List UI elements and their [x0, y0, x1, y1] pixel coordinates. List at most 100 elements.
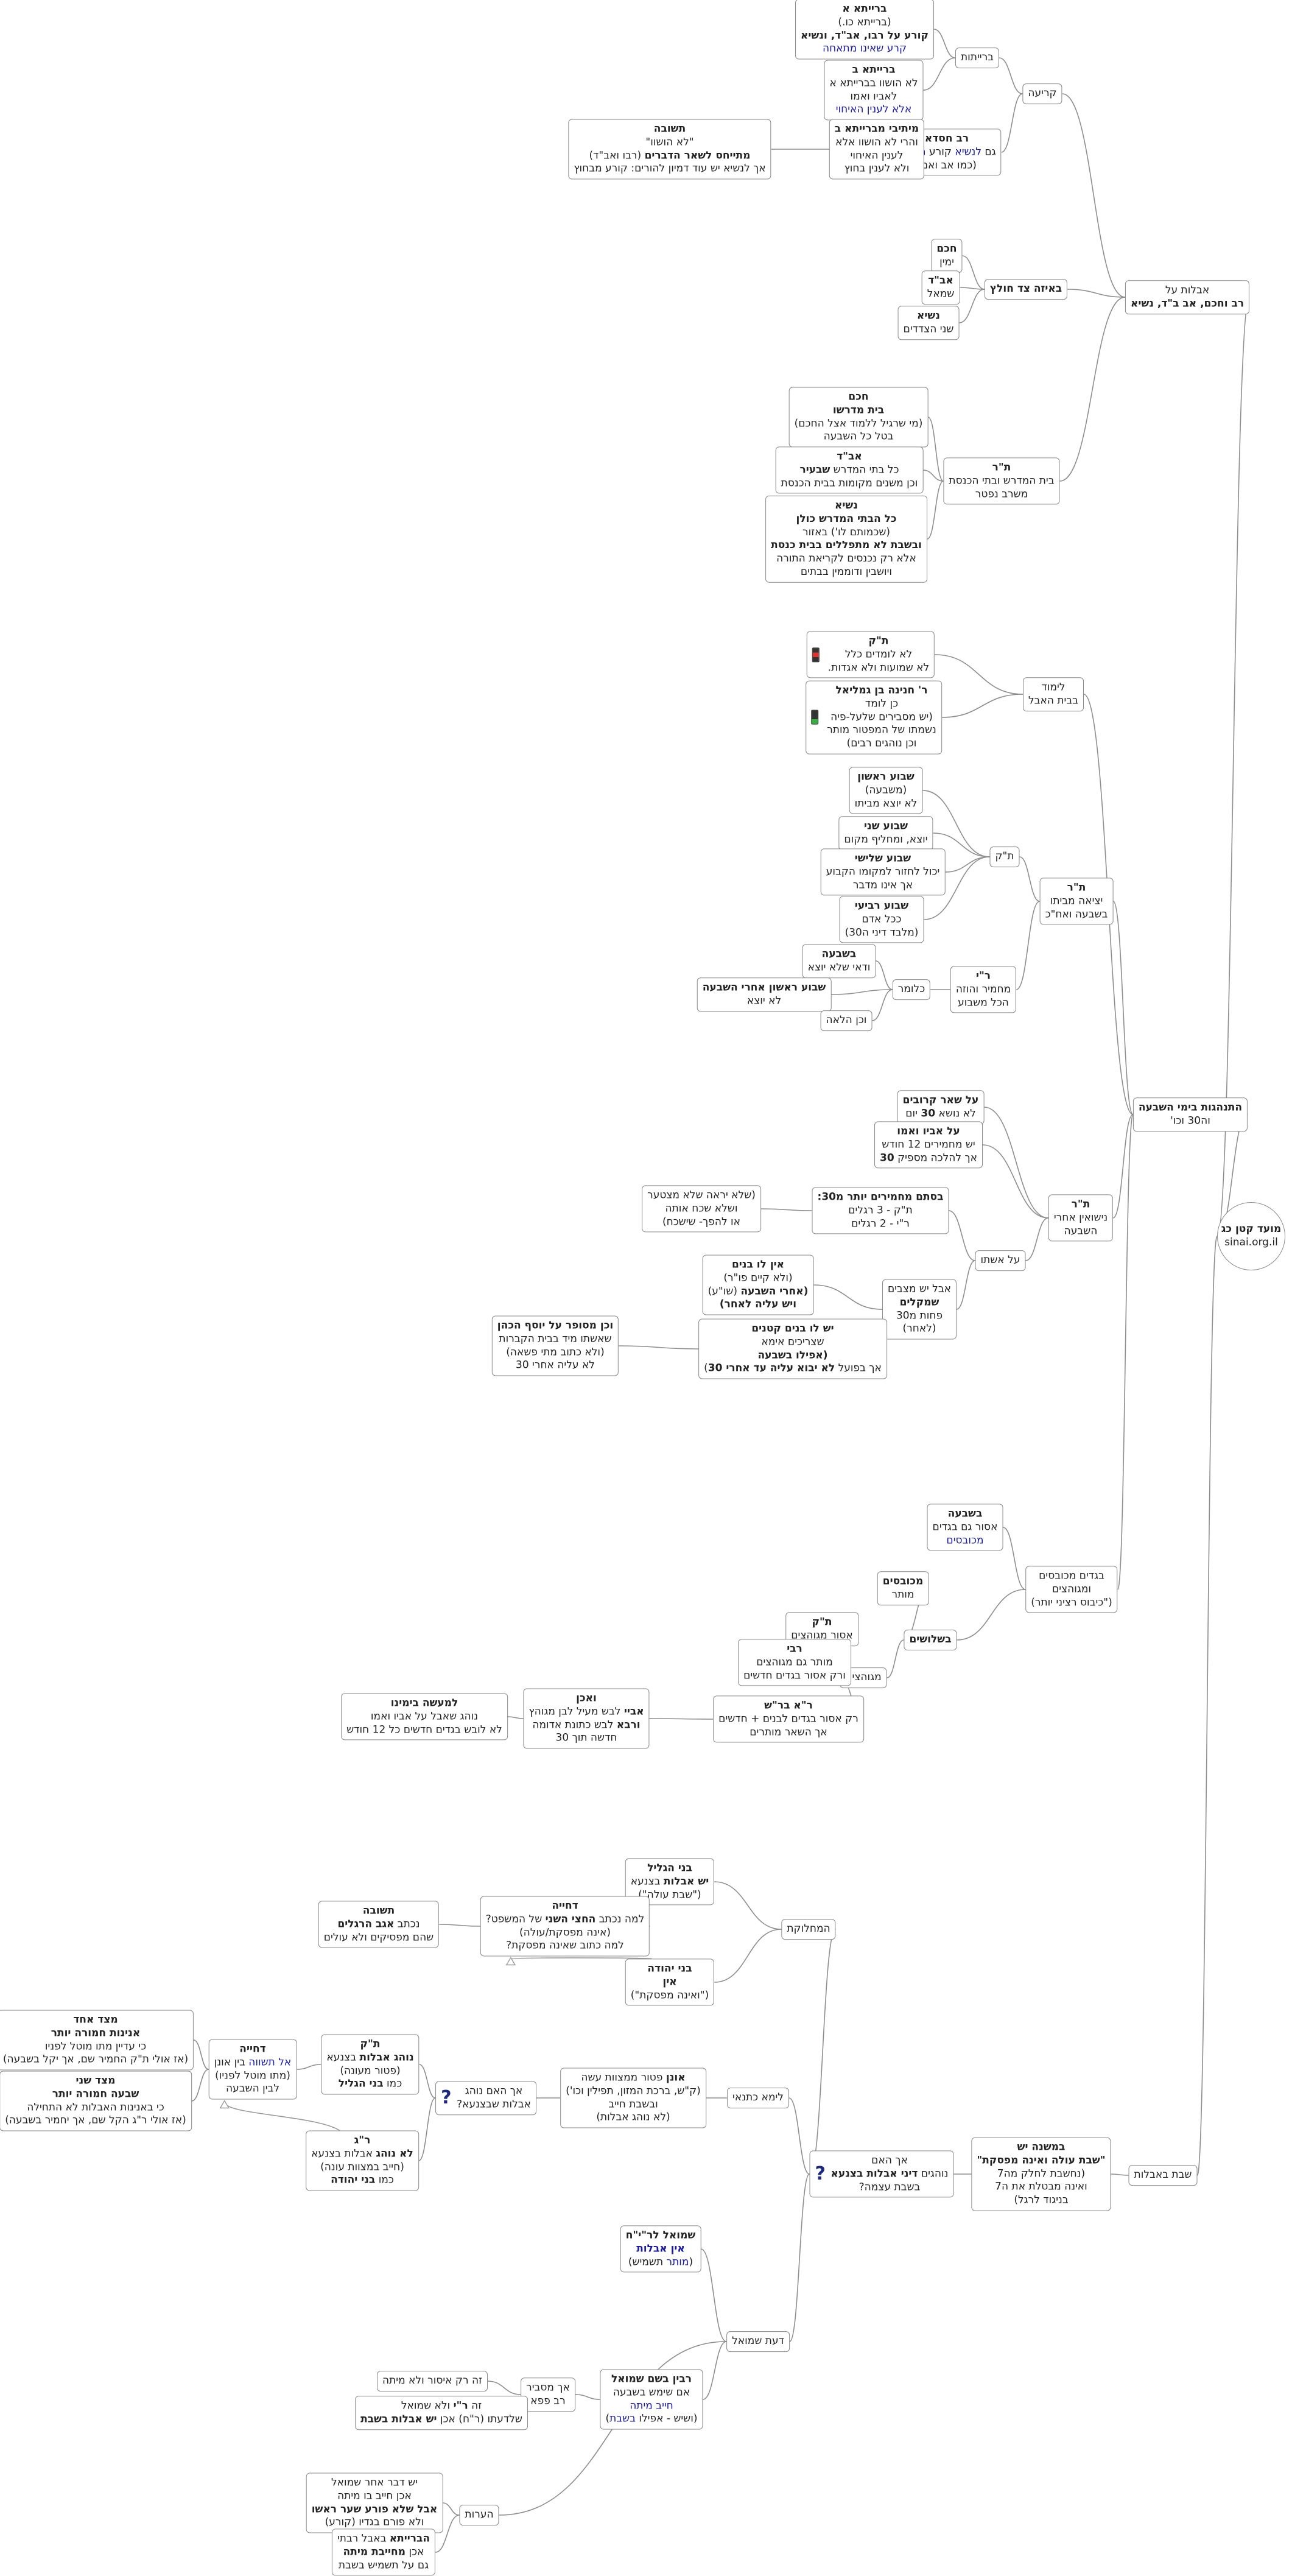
- mindmap-node-meytivey[interactable]: מיתיבי מברייתא ב והרי לא הושוו אלא לענין ה…: [829, 119, 925, 180]
- mindmap-node-tr1[interactable]: ת"ר בית המדרש ובתי הכנסת משרב נפטר: [943, 457, 1060, 505]
- node-line: בשלושים: [909, 1633, 951, 1647]
- node-line: לימא כתנאי: [732, 2091, 784, 2105]
- node-text: תשמיש): [628, 2255, 667, 2268]
- mindmap-node-braytot[interactable]: ברייתות: [955, 48, 1000, 68]
- node-text: בית מדרשו: [832, 404, 885, 417]
- node-text: לא נושא: [935, 1107, 976, 1119]
- mindmap-node-onen[interactable]: אונן פטור ממצוות עשה (ק"ש, ברכת המזון, תפ…: [560, 2067, 706, 2128]
- mindmap-node-haarot[interactable]: הערות: [459, 2505, 499, 2525]
- mindmap-node-alshear[interactable]: על שאר קרובים לא נושא 30 יום: [897, 1090, 985, 1124]
- mindmap-node-tr2[interactable]: ת"ר יציאה מביתו בשבעה ואח"כ: [1039, 878, 1114, 925]
- mindmap-node-rabr[interactable]: ר"א בר"ש רק אסור בגדים לבנים + חדשים אך הש…: [713, 1695, 864, 1743]
- mindmap-node-lima[interactable]: לימא כתנאי: [727, 2088, 789, 2108]
- node-line: בית מדרשו: [795, 404, 923, 417]
- mindmap-node-vechen2[interactable]: וכן מסופר על יוסף הכהן שאשתו מיד בבית הקב…: [491, 1315, 619, 1376]
- mindmap-node-aval[interactable]: אבל יש מצבים שמקלים פחות מ30 (לאחר): [882, 1279, 957, 1340]
- node-text: רק אסור בגדים לבנים + חדשים: [718, 1712, 858, 1725]
- mindmap-node-akhaim[interactable]: אך האם נוהגים דיני אבלות בצנעא בשבת עצמה??: [809, 2150, 954, 2198]
- mindmap-node-avbd2[interactable]: אב"ד כל בתי המדרש שבעיר וכן משנים מקומות ב…: [775, 446, 924, 494]
- mindmap-node-tk2[interactable]: ת"ק: [989, 846, 1020, 867]
- mindmap-node-shavua4[interactable]: שבוע רביעי ככל אדם (מלבד דיני ה30): [839, 896, 924, 943]
- mindmap-node-ry[interactable]: ר"י מחמיר והוזה הכל משבוע: [950, 966, 1017, 1013]
- mindmap-node-mechubasim[interactable]: מכובסים מותר: [877, 1571, 929, 1605]
- mindmap-node-ravin[interactable]: רבין בשם שמואל אם שימש בשבעה חייב מיתה (ושי…: [600, 2369, 703, 2430]
- mindmap-node-bashivaa2[interactable]: בשבעה אסור גם בגדים מכובסים: [927, 1504, 1003, 1551]
- node-text: אך בפועל: [835, 1362, 882, 1374]
- mindmap-node-shavua3[interactable]: שבוע שלישי יכול לחזור למקומו הקבוע אך אינו…: [820, 848, 946, 896]
- node-line: מכובסים: [883, 1575, 924, 1588]
- mindmap-node-einlo[interactable]: אין לו בנים (ולא קיים פו"ר) (אחרי השבעה (ש…: [702, 1255, 814, 1315]
- mindmap-node-tr3[interactable]: ת"ר נישואין אחרי השבעה: [1048, 1194, 1114, 1242]
- mindmap-node-dachya[interactable]: דחייה למה נכתב החצי השני של המשפט? (אינה מ…: [480, 1896, 650, 1957]
- mindmap-node-shabbat[interactable]: שבת באבלות: [1128, 2165, 1198, 2186]
- mindmap-node-rcha[interactable]: ר' חנינה בן גמליאל כן לומד (יש מסבירים שלע…: [806, 680, 942, 755]
- mindmap-node-teshuva2[interactable]: תשובה נכתב אגב הרגלים שהם מפסיקים ולא עולי…: [318, 1901, 440, 1948]
- mindmap-node-tk4[interactable]: ת"ק נוהג אבלות בצנעא (פטור מעונה) כמו בני ה…: [321, 2034, 420, 2095]
- mindmap-node-nasi1[interactable]: נשיא שני הצדדים: [897, 306, 960, 340]
- node-line: נכתב אגב הרגלים: [324, 1918, 434, 1931]
- node-text: אך להלכה מספיק: [894, 1151, 977, 1164]
- mindmap-node-alaviv[interactable]: על אביו ואמו יש מחמירים 12 חודש אך להלכה מ…: [874, 1121, 983, 1169]
- mindmap-node-shelo[interactable]: (שלא יראה שלא מצטער ושלא שכח אותה או להפך-…: [642, 1185, 761, 1233]
- mindmap-node-basoteh[interactable]: בסתם מחמירים יותר מ30: ת"ק - 3 רגלים ר"י -…: [812, 1187, 949, 1234]
- mindmap-node-akhaim2[interactable]: אך האם נוהג אבלות שבצנעא??: [435, 2081, 536, 2115]
- node-line: אבלות על: [1131, 284, 1244, 297]
- mindmap-node-bashloshim[interactable]: בשלושים: [904, 1630, 957, 1650]
- node-line: (מי שרגיל ללמוד אצל החכם): [795, 417, 923, 431]
- mindmap-node-avbd[interactable]: אב"ד שמאל: [921, 270, 960, 304]
- mindmap-node-vaachen[interactable]: ואכן אביי לבש מעיל לבן מגוהץ ורבא לבש כתונ…: [523, 1688, 650, 1749]
- mindmap-node-alishto[interactable]: על אשתו: [975, 1250, 1026, 1271]
- mindmap-node-tk-limud[interactable]: ת"ק לא לומדים כלל לא שמועות ולא אגדות.: [806, 631, 935, 678]
- mindmap-node-rabbi[interactable]: רבי מותר גם מגוהצים ורק אסור בגדים חדשים: [738, 1639, 851, 1686]
- mindmap-node-chacham2[interactable]: חכם בית מדרשו (מי שרגיל ללמוד אצל החכם) בטל…: [788, 387, 929, 448]
- node-text: אין: [662, 1976, 677, 1988]
- mindmap-node-shmuel[interactable]: שמואל לר"י"ח אין אבלות (מותר תשמיש): [620, 2225, 701, 2273]
- node-text: ת"ר: [992, 461, 1011, 474]
- node-line: ואינה מבטלת את ה7: [977, 2181, 1105, 2194]
- mindmap-node-nasi2[interactable]: נשיא כל הבתי המדרש כולן (שכמותם לו') באזור…: [765, 495, 927, 583]
- node-line: (כמו אב ואם): [897, 159, 995, 172]
- mindmap-node-machloket[interactable]: המחלוקת: [781, 1919, 836, 1940]
- mindmap-node-braytaA[interactable]: ברייתא א (ברייתא כו.) קורע על רבו, אב"ד, ו…: [795, 0, 934, 60]
- mindmap-node-teshuva1[interactable]: תשובה "לא הושוו" מתייחס לשאר הדברים (רבו ו…: [568, 119, 771, 180]
- mindmap-node-mitzad1[interactable]: מצד אחד אנינות חמורה יותר כי עדיין מתו מוט…: [0, 2010, 194, 2071]
- mindmap-node-lemaase[interactable]: למעשה בימינו נוהג שאבל על אביו ואמו לא לוב…: [341, 1693, 508, 1740]
- mindmap-node-bneyyehuda[interactable]: בני יהודה אין ("ואינה מפסקת"): [625, 1958, 715, 2006]
- mindmap-node-bashivaa[interactable]: בשבעה ודאי שלא יוצא: [802, 944, 876, 978]
- mindmap-node-hanhagot[interactable]: התנהגות בימי השבעה וה30 וכו': [1132, 1097, 1248, 1131]
- mindmap-node-chacham[interactable]: חכם ימין: [931, 239, 963, 273]
- mindmap-node-ze2[interactable]: זה ר"י ולא שמואל שלדעתו (ר"ח) אכן יש אבלו…: [355, 2396, 528, 2430]
- mindmap-node-shavua1[interactable]: שבוע ראשון (משבעה) לא יוצא מביתו: [849, 767, 923, 814]
- mindmap-node-kriah[interactable]: קריעה: [1022, 83, 1062, 104]
- connector-line: [1003, 1527, 1026, 1590]
- node-line: למה נכתב החצי השני של המשפט?: [486, 1913, 644, 1926]
- node-line: (יש מסבירים שלעל-פיה: [827, 711, 936, 724]
- mindmap-node-akhmesaber[interactable]: אך מסביר רב פפא: [521, 2377, 575, 2412]
- mindmap-node-bgadim[interactable]: בגדים מכובסים ומגוהצים ("כיבוס רציני יותר): [1025, 1566, 1118, 1613]
- mindmap-node-avelut[interactable]: אבלות על רב וחכם, אב ב"ד, נשיא: [1125, 280, 1250, 314]
- mindmap-node-bneygalil[interactable]: בני הגליל יש אבלות בצנעא ("שבת עולה"): [625, 1858, 715, 1906]
- mindmap-node-ze1[interactable]: זה רק איסור ולא מיתה: [377, 2371, 488, 2391]
- mindmap-node-yeshlo[interactable]: יש לו בנים קטנים שצריכים אימא (אפילו בשבעה…: [698, 1318, 887, 1379]
- mindmap-node-limud[interactable]: לימוד בבית האבל: [1023, 677, 1084, 711]
- mindmap-node-root[interactable]: מועד קטן כג sinai.org.il: [1217, 1202, 1285, 1270]
- mindmap-node-yesh[interactable]: יש דבר אחר שמואל אכן חייב בו מיתה אבל שלא …: [306, 2472, 443, 2533]
- node-text: אל תשווה: [248, 2056, 292, 2069]
- mindmap-node-bemishna[interactable]: במשנה יש "שבת עולה ואינה מפסקת" (נחשבת לחל…: [971, 2137, 1111, 2211]
- mindmap-node-daat[interactable]: דעת שמואל: [726, 2331, 790, 2352]
- node-line: אנינות חמורה יותר: [3, 2027, 188, 2040]
- mindmap-node-braytaB[interactable]: ברייתא ב לא הושוו בברייתא א לאביו ואמו אלא …: [824, 60, 924, 121]
- node-line: sinai.org.il: [1224, 1236, 1278, 1250]
- node-text: כמו: [375, 2173, 394, 2186]
- mindmap-node-klomar[interactable]: כלומר: [892, 979, 931, 1000]
- mindmap-node-mitzad2[interactable]: מצד שני שבעה חמורה יותר כי באנינות האבלות …: [0, 2071, 192, 2131]
- mindmap-node-vechen[interactable]: וכן הלאה: [820, 1010, 872, 1031]
- mindmap-node-shavuarishon[interactable]: שבוע ראשון אחרי השבעה לא יוצא: [697, 977, 832, 1012]
- mindmap-node-rg[interactable]: ר"ג לא נוהג אבלות בצנעא (חייב במצוות עונה)…: [306, 2130, 419, 2191]
- mindmap-node-dachya2[interactable]: דחייה אל תשווה בין אונן (מתו מוטל לפניו) לב…: [208, 2039, 297, 2100]
- node-text: בטל כל השבעה: [823, 430, 894, 443]
- mindmap-node-habraita[interactable]: הברייתא באבל רבתי אכן מחייבת מיתה גם על תש…: [331, 2528, 436, 2576]
- mindmap-node-beeze[interactable]: באיזה צד חולץ: [984, 279, 1068, 300]
- mindmap-node-shavua2[interactable]: שבוע שני יוצא, ומחליף מקום: [838, 816, 933, 850]
- node-line: ככל אדם: [845, 913, 919, 926]
